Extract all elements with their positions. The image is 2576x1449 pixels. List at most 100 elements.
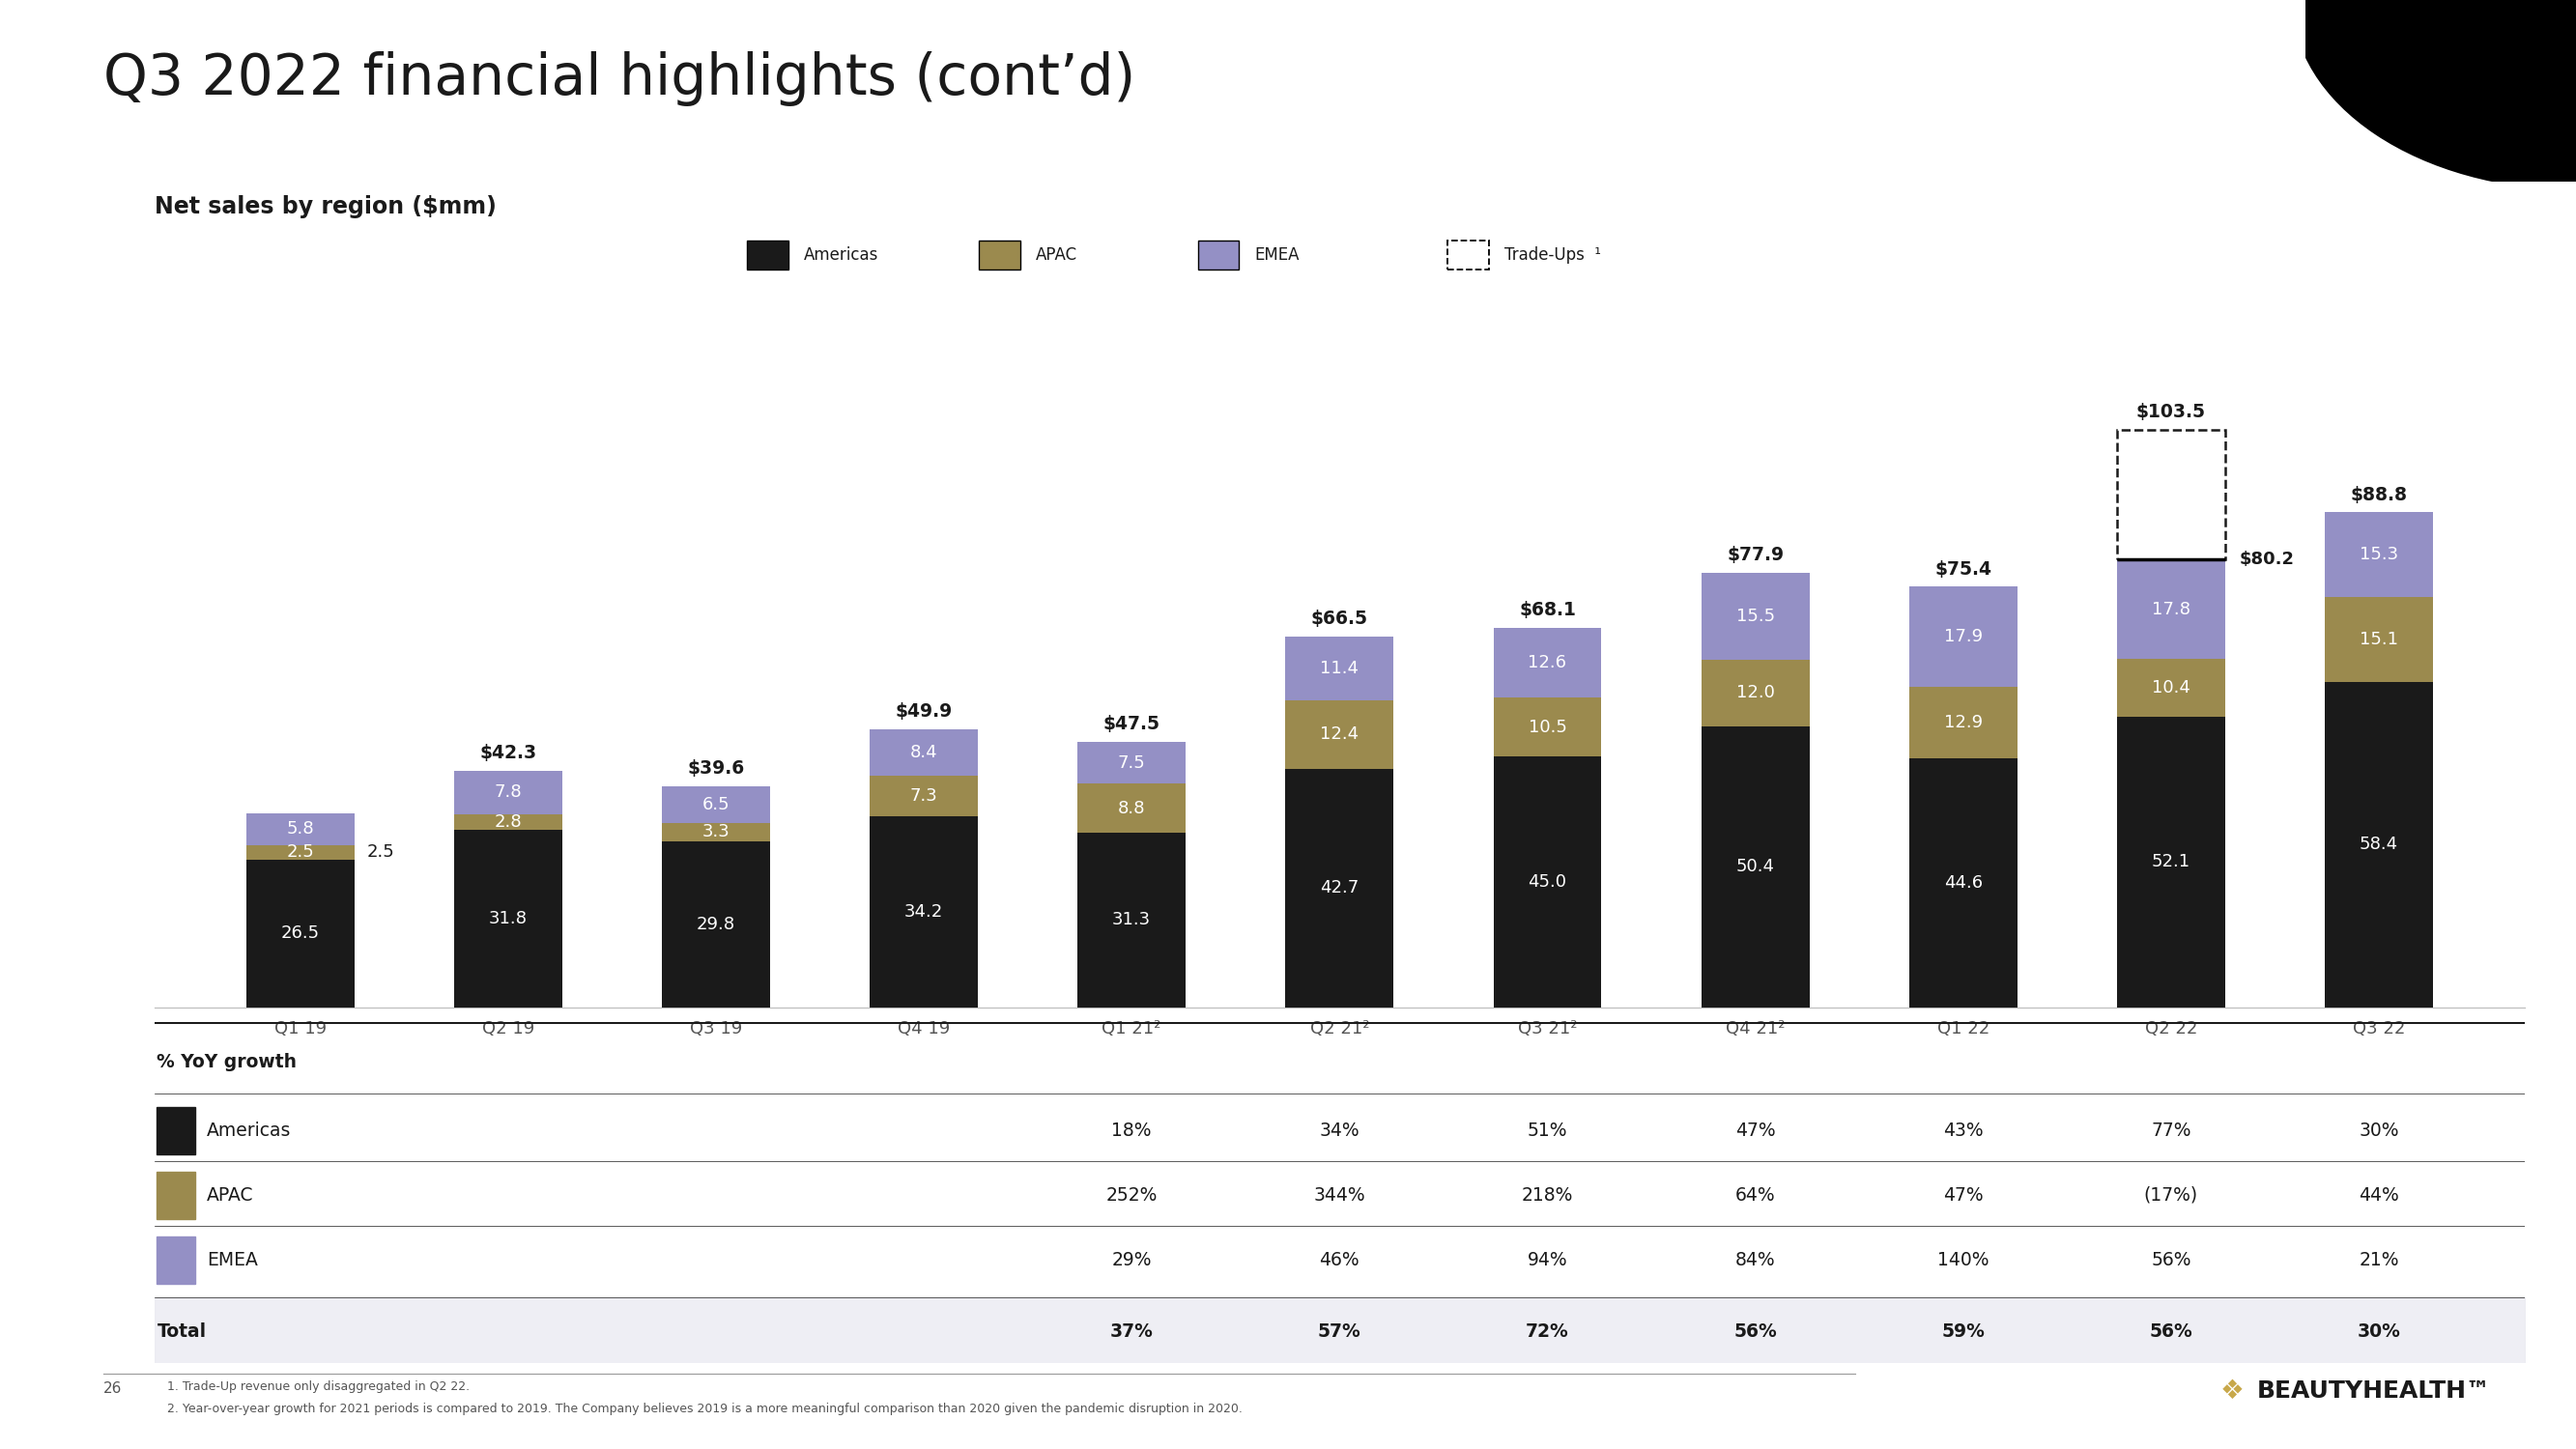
Text: 7.3: 7.3 [909,787,938,804]
Text: $47.5: $47.5 [1103,714,1159,733]
Text: 17.9: 17.9 [1945,627,1984,645]
Text: 29%: 29% [1113,1250,1151,1269]
Bar [1077,784,1185,833]
Bar [2117,559,2226,659]
Text: 252%: 252% [1105,1187,1157,1204]
Text: 2. Year-over-year growth for 2021 periods is compared to 2019. The Company belie: 2. Year-over-year growth for 2021 period… [167,1403,1242,1416]
Text: 140%: 140% [1937,1250,1989,1269]
Text: 44%: 44% [2360,1187,2398,1204]
Text: 42.7: 42.7 [1319,880,1360,897]
Bar [1494,627,1602,698]
Text: 2.5: 2.5 [366,843,394,861]
Text: 56%: 56% [2151,1250,2192,1269]
Text: 57%: 57% [1319,1323,1360,1340]
Text: 2.8: 2.8 [495,813,523,830]
Text: 26: 26 [103,1381,121,1395]
Text: 11.4: 11.4 [1319,659,1360,677]
Text: Trade-Ups  ¹: Trade-Ups ¹ [1504,246,1602,264]
Bar [2117,659,2226,717]
Text: 17.8: 17.8 [2151,600,2190,617]
Text: 12.6: 12.6 [1528,653,1566,671]
Text: $66.5: $66.5 [1311,610,1368,627]
Bar [453,830,562,1007]
Text: Americas: Americas [804,246,878,264]
Text: $68.1: $68.1 [1520,601,1577,619]
Bar [157,1171,196,1219]
Text: ❖: ❖ [2221,1378,2244,1404]
Text: $34.7: $34.7 [2349,787,2409,804]
Bar [247,813,353,845]
Text: $77.9: $77.9 [1726,546,1783,565]
Text: 58.4: 58.4 [2360,836,2398,853]
Text: 7.5: 7.5 [1118,753,1146,771]
Text: 94%: 94% [1528,1250,1569,1269]
Text: Total: Total [157,1323,206,1340]
Bar [2326,597,2432,681]
Text: 2.5: 2.5 [286,843,314,861]
Bar [1494,756,1602,1007]
Text: 344%: 344% [1314,1187,1365,1204]
Text: 10.5: 10.5 [1528,719,1566,736]
Text: 10.4: 10.4 [2151,680,2190,697]
Text: 8.4: 8.4 [909,743,938,761]
Text: 12.4: 12.4 [1319,726,1360,743]
Bar [1077,833,1185,1007]
Text: (17%): (17%) [2143,1187,2197,1204]
Bar [1700,726,1808,1007]
Text: 218%: 218% [1522,1187,1574,1204]
Text: $80.2: $80.2 [2239,551,2295,568]
Text: $75.4: $75.4 [1935,561,1991,578]
Text: 5.8: 5.8 [286,820,314,838]
Text: 1. Trade-Up revenue only disaggregated in Q2 22.: 1. Trade-Up revenue only disaggregated i… [167,1381,469,1394]
Text: 34%: 34% [1319,1122,1360,1140]
Bar [1909,758,2017,1007]
Text: 52.1: 52.1 [2151,853,2190,871]
Text: 34.2: 34.2 [904,903,943,920]
Bar [1700,572,1808,659]
Text: Q3 2022 financial highlights (cont’d): Q3 2022 financial highlights (cont’d) [103,51,1136,106]
Text: 84%: 84% [1736,1250,1775,1269]
Text: Americas: Americas [206,1122,291,1140]
Text: 72%: 72% [1525,1323,1569,1340]
Text: APAC: APAC [1036,246,1077,264]
Bar [453,771,562,814]
Text: $103.5: $103.5 [2136,403,2205,422]
Text: 46%: 46% [1319,1250,1360,1269]
Text: 45.0: 45.0 [1528,872,1566,890]
Bar [1077,742,1185,784]
Text: 21%: 21% [2360,1250,2398,1269]
Bar [2117,430,2226,559]
Text: 15.5: 15.5 [1736,607,1775,625]
Bar [247,859,353,1007]
Bar [1700,659,1808,726]
Bar [2117,717,2226,1007]
Text: 15.3: 15.3 [2360,546,2398,564]
Text: 31.3: 31.3 [1113,911,1151,929]
Bar [1285,700,1394,769]
Text: 12.0: 12.0 [1736,684,1775,701]
Text: $42.3: $42.3 [479,743,536,762]
Text: 26.5: 26.5 [281,924,319,942]
Text: % YoY growth: % YoY growth [157,1053,296,1072]
Text: 18%: 18% [1113,1122,1151,1140]
Bar [1909,587,2017,687]
Text: BEAUTYHEALTH™: BEAUTYHEALTH™ [2257,1379,2491,1403]
Bar [2326,511,2432,597]
Bar [1285,636,1394,700]
Bar [157,1236,196,1284]
Text: $88.8: $88.8 [2349,485,2409,504]
Text: 31.8: 31.8 [489,910,528,927]
Text: 64%: 64% [1736,1187,1775,1204]
Bar [871,775,979,816]
Text: 6.5: 6.5 [703,796,729,813]
Text: 50.4: 50.4 [1736,858,1775,875]
Bar [157,1107,196,1155]
Text: 44.6: 44.6 [1945,874,1984,891]
Bar [247,845,353,859]
Text: 47%: 47% [1736,1122,1775,1140]
Bar [662,823,770,840]
Wedge shape [2293,0,2576,190]
Text: 3.3: 3.3 [703,823,729,840]
Text: 56%: 56% [1734,1323,1777,1340]
Text: 8.8: 8.8 [1118,800,1146,817]
